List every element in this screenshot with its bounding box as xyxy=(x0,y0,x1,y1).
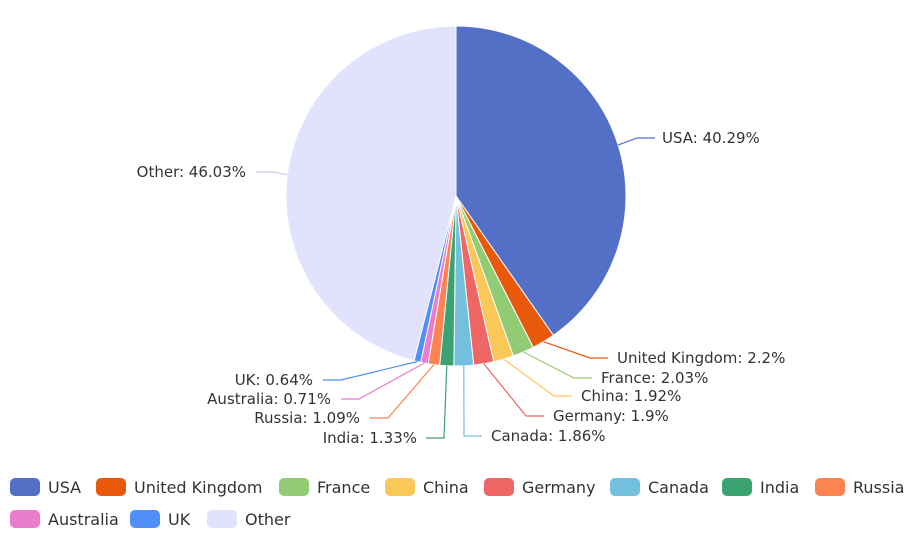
legend-item-france[interactable]: France xyxy=(279,478,370,497)
legend-swatch-other xyxy=(207,510,237,528)
legend-item-china[interactable]: China xyxy=(385,478,469,497)
legend-item-usa[interactable]: USA xyxy=(10,478,81,497)
slice-label-russia: Russia: 1.09% xyxy=(254,409,360,427)
legend-label-china: China xyxy=(423,478,469,497)
legend-swatch-france xyxy=(279,478,309,496)
legend-swatch-australia xyxy=(10,510,40,528)
legend-item-india[interactable]: India xyxy=(722,478,799,497)
legend-label-united-kingdom: United Kingdom xyxy=(134,478,262,497)
leader-line-france xyxy=(523,351,592,379)
legend-label-russia: Russia xyxy=(853,478,904,497)
slice-label-uk: UK: 0.64% xyxy=(235,371,313,389)
legend-label-other: Other xyxy=(245,510,291,529)
leader-line-russia xyxy=(370,364,435,419)
legend-item-canada[interactable]: Canada xyxy=(610,478,709,497)
legend-item-australia[interactable]: Australia xyxy=(10,510,119,529)
legend-swatch-india xyxy=(722,478,752,496)
legend-label-india: India xyxy=(760,478,799,497)
slice-label-canada: Canada: 1.86% xyxy=(491,427,606,445)
legend-label-usa: USA xyxy=(48,478,81,497)
leader-line-germany xyxy=(483,363,544,417)
slice-label-india: India: 1.33% xyxy=(323,429,417,447)
pie-slice-other[interactable] xyxy=(285,25,457,362)
legend: USA United Kingdom France China Germany Canad… xyxy=(10,478,904,529)
slice-labels: USA: 40.29% United Kingdom: 2.2% France: 2… xyxy=(137,129,786,447)
slice-label-other: Other: 46.03% xyxy=(137,163,246,181)
legend-label-uk: UK xyxy=(168,510,191,529)
slice-label-china: China: 1.92% xyxy=(581,387,681,405)
pie-slices xyxy=(285,25,627,367)
legend-swatch-china xyxy=(385,478,415,496)
legend-item-russia[interactable]: Russia xyxy=(815,478,904,497)
leader-line-united-kingdom xyxy=(543,341,608,359)
leader-line-china xyxy=(503,358,572,397)
leader-line-other xyxy=(256,171,288,176)
legend-swatch-russia xyxy=(815,478,845,496)
leader-line-uk xyxy=(323,360,418,381)
legend-label-france: France xyxy=(317,478,370,497)
slice-label-usa: USA: 40.29% xyxy=(662,129,760,147)
legend-swatch-canada xyxy=(610,478,640,496)
legend-item-uk[interactable]: UK xyxy=(130,510,191,529)
leader-line-canada xyxy=(463,365,482,437)
leader-line-india xyxy=(426,365,448,439)
label-leader-lines xyxy=(256,137,655,439)
legend-label-germany: Germany xyxy=(522,478,596,497)
pie-slice-usa[interactable] xyxy=(455,25,627,337)
slice-label-france: France: 2.03% xyxy=(601,369,708,387)
slice-label-australia: Australia: 0.71% xyxy=(207,390,331,408)
legend-label-canada: Canada xyxy=(648,478,709,497)
legend-item-other[interactable]: Other xyxy=(207,510,291,529)
leader-line-usa xyxy=(617,137,655,146)
legend-swatch-germany xyxy=(484,478,514,496)
legend-item-germany[interactable]: Germany xyxy=(484,478,596,497)
slice-label-germany: Germany: 1.9% xyxy=(553,407,669,425)
legend-label-australia: Australia xyxy=(48,510,119,529)
legend-swatch-uk xyxy=(130,510,160,528)
slice-label-united-kingdom: United Kingdom: 2.2% xyxy=(617,349,785,367)
legend-swatch-united-kingdom xyxy=(96,478,126,496)
legend-item-united-kingdom[interactable]: United Kingdom xyxy=(96,478,262,497)
legend-swatch-usa xyxy=(10,478,40,496)
leader-line-australia xyxy=(341,362,425,400)
